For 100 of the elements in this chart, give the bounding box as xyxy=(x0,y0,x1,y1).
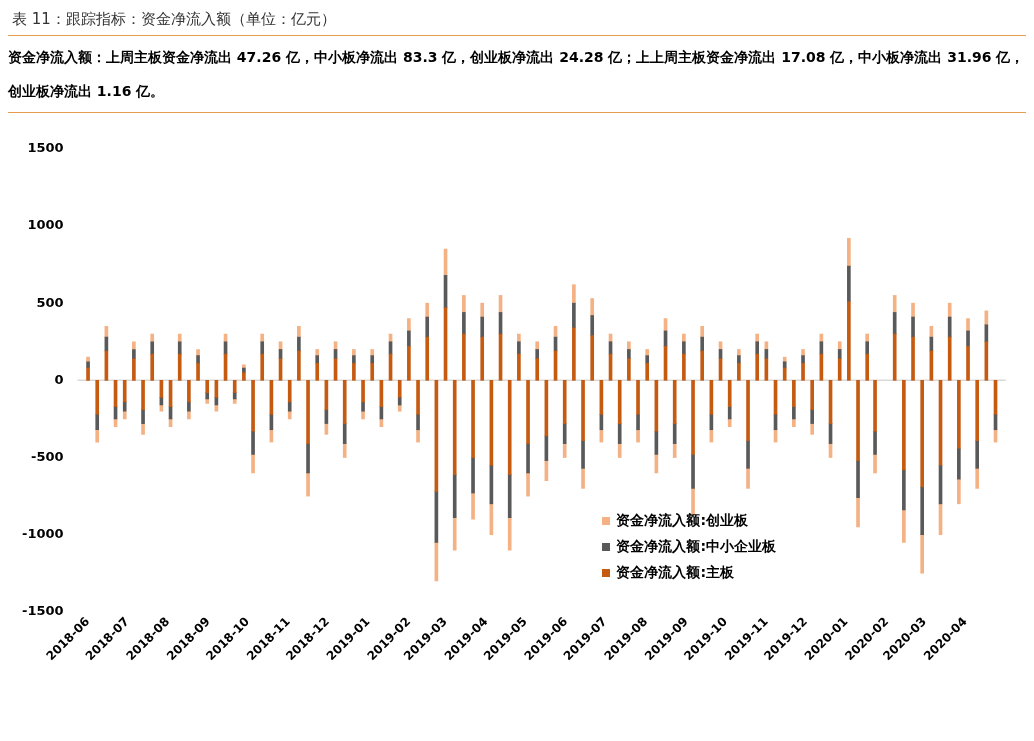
text: 资金净流入额：上周主板资金净流出 47.26 亿，中小板净流出 83.3 亿，创业板净流出 24.28 亿；上上周主板资金净流出 17.08 亿，中小板净流出 31.96 亿，创业板净流出 1.16 亿。 xyxy=(8,49,1025,99)
bar xyxy=(352,355,356,364)
bar xyxy=(617,423,622,444)
legend-label: 资金净流入额:主板 xyxy=(616,564,734,582)
bar xyxy=(700,325,705,338)
bar xyxy=(297,325,301,338)
bar xyxy=(150,341,155,355)
bar xyxy=(471,380,475,458)
bar xyxy=(342,443,347,458)
bar xyxy=(416,380,420,415)
bar xyxy=(132,358,136,381)
bar xyxy=(975,467,980,489)
bar xyxy=(920,380,925,488)
bar xyxy=(526,380,530,444)
bar xyxy=(746,440,750,469)
bar xyxy=(801,363,805,381)
bar xyxy=(187,410,191,420)
bar xyxy=(297,350,301,381)
bar xyxy=(966,318,970,332)
bar xyxy=(306,472,310,497)
bar xyxy=(672,443,677,458)
bar xyxy=(975,440,980,469)
bar xyxy=(141,423,145,435)
bar xyxy=(480,316,485,338)
bar xyxy=(920,486,925,536)
bar xyxy=(132,341,136,350)
bar xyxy=(645,363,650,381)
bar xyxy=(590,298,595,316)
bar xyxy=(352,349,356,356)
bar xyxy=(810,409,815,424)
bar xyxy=(627,349,631,360)
bar xyxy=(572,327,576,381)
bar xyxy=(370,355,375,364)
bar xyxy=(196,355,200,364)
bar xyxy=(810,380,815,410)
bar xyxy=(260,333,265,343)
bar xyxy=(397,404,402,412)
bar xyxy=(242,372,246,381)
bar xyxy=(507,474,512,519)
bar xyxy=(782,367,787,381)
bar xyxy=(865,341,870,355)
bar xyxy=(562,380,567,424)
bar xyxy=(122,410,127,420)
y-tick-label: -500 xyxy=(31,448,64,464)
bar xyxy=(755,341,760,355)
bar xyxy=(507,380,512,475)
bar xyxy=(452,517,457,551)
bar xyxy=(315,349,320,356)
bar xyxy=(517,341,521,355)
bar xyxy=(260,341,265,355)
y-tick-label: -1500 xyxy=(22,603,64,619)
bar xyxy=(425,336,430,381)
bar xyxy=(873,430,877,455)
bar xyxy=(700,336,705,352)
bar xyxy=(873,454,877,474)
bar xyxy=(572,302,576,329)
bar xyxy=(617,380,622,424)
legend-label: 资金净流入额:创业板 xyxy=(616,512,748,530)
bar xyxy=(847,265,851,302)
bar xyxy=(86,361,90,369)
bar xyxy=(810,423,815,435)
bar xyxy=(966,330,970,347)
bar xyxy=(177,333,182,343)
bar xyxy=(407,346,411,381)
bar xyxy=(205,392,210,400)
bar xyxy=(287,410,292,420)
bar xyxy=(672,380,677,424)
bar xyxy=(581,380,585,441)
y-tick-label: 0 xyxy=(54,371,64,387)
bar xyxy=(397,396,402,406)
bar xyxy=(691,454,695,489)
bar xyxy=(361,410,365,420)
bar xyxy=(792,380,796,407)
bar xyxy=(452,474,457,519)
bar xyxy=(746,380,750,441)
bar xyxy=(782,361,787,369)
bar xyxy=(755,333,760,343)
bar xyxy=(737,363,741,381)
bar xyxy=(572,284,576,304)
bar xyxy=(480,336,485,381)
bar xyxy=(471,492,475,520)
bar xyxy=(911,336,915,381)
bar xyxy=(150,333,155,343)
bar xyxy=(947,302,952,318)
bar xyxy=(287,380,292,403)
bar xyxy=(975,380,980,441)
bar xyxy=(462,333,466,381)
bar xyxy=(132,349,136,360)
bar xyxy=(755,353,760,381)
bar xyxy=(682,341,686,355)
bar xyxy=(892,333,897,381)
bar xyxy=(370,349,375,356)
bar xyxy=(95,429,100,443)
bar xyxy=(645,355,650,364)
bar xyxy=(957,380,961,449)
bar xyxy=(251,430,255,455)
bar xyxy=(535,341,540,350)
bar xyxy=(801,349,805,356)
bar xyxy=(636,429,640,443)
bar xyxy=(352,363,356,381)
